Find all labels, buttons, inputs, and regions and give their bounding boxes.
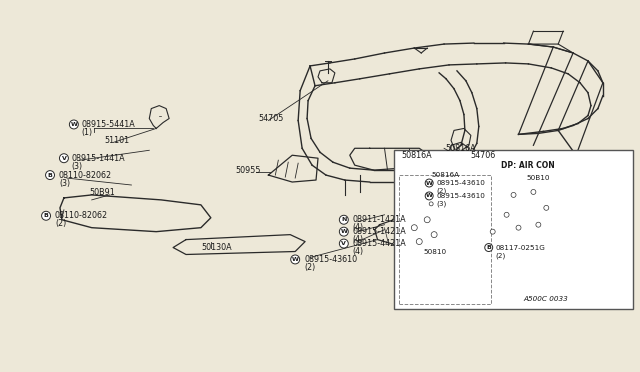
Circle shape [69,120,78,129]
Bar [399,175,491,304]
Text: 51101: 51101 [104,136,130,145]
Text: 08915-1421A: 08915-1421A [353,227,406,236]
Circle shape [490,229,495,234]
Text: (4): (4) [353,235,364,244]
Text: B: B [44,213,49,218]
Text: W: W [340,229,348,234]
Circle shape [531,189,536,195]
Text: (2): (2) [304,263,316,272]
Circle shape [516,225,521,230]
Circle shape [429,202,433,206]
Circle shape [536,222,541,227]
Circle shape [424,217,430,223]
Text: N: N [341,217,346,222]
Circle shape [42,211,51,220]
Circle shape [339,215,348,224]
Text: (3): (3) [436,201,446,207]
Text: 54706: 54706 [471,151,496,160]
Circle shape [425,179,433,187]
Text: (2): (2) [55,219,67,228]
Circle shape [544,205,548,210]
Circle shape [60,154,68,163]
Text: 54705: 54705 [259,114,284,123]
Text: A500C 0033: A500C 0033 [524,296,568,302]
Text: 50810: 50810 [423,248,446,254]
Circle shape [431,232,437,238]
Text: W: W [292,257,299,262]
Text: 08915-43610: 08915-43610 [436,193,485,199]
Circle shape [45,171,54,180]
Text: 08915-43610: 08915-43610 [436,180,485,186]
Text: 50816A: 50816A [445,144,476,153]
Text: 08915-4421A: 08915-4421A [353,239,406,248]
Text: W: W [70,122,77,127]
Text: (1): (1) [82,128,93,137]
Text: 08110-82062: 08110-82062 [59,171,112,180]
Text: 50816A: 50816A [431,172,460,178]
Text: (2): (2) [495,252,506,259]
Text: 50B91: 50B91 [90,189,115,198]
Text: V: V [341,241,346,246]
Text: (4): (4) [353,247,364,256]
Text: W: W [426,180,433,186]
Text: (3): (3) [59,179,70,187]
Circle shape [416,238,422,244]
Text: 08915-1441A: 08915-1441A [72,154,125,163]
Text: (3): (3) [72,162,83,171]
Text: 08911-1421A: 08911-1421A [353,215,406,224]
Text: 50130A: 50130A [201,243,232,252]
Text: 50816A: 50816A [401,151,432,160]
Text: 08915-43610: 08915-43610 [304,255,357,264]
Circle shape [484,244,493,251]
Text: (2): (2) [436,188,446,194]
Text: 08915-5441A: 08915-5441A [82,120,136,129]
Circle shape [425,192,433,200]
Circle shape [339,227,348,236]
Text: W: W [426,193,433,198]
Text: V: V [61,156,67,161]
Circle shape [412,225,417,231]
Circle shape [511,192,516,198]
Text: B: B [486,245,491,250]
Text: B: B [47,173,52,177]
Bar [394,150,633,309]
Text: 08110-82062: 08110-82062 [55,211,108,220]
Circle shape [339,239,348,248]
Text: 50955: 50955 [236,166,261,174]
Circle shape [291,255,300,264]
Circle shape [504,212,509,217]
Text: (4): (4) [353,223,364,232]
Text: DP: AIR CON: DP: AIR CON [500,161,554,170]
Text: 50B10: 50B10 [527,175,550,181]
Text: 08117-0251G: 08117-0251G [495,244,545,250]
